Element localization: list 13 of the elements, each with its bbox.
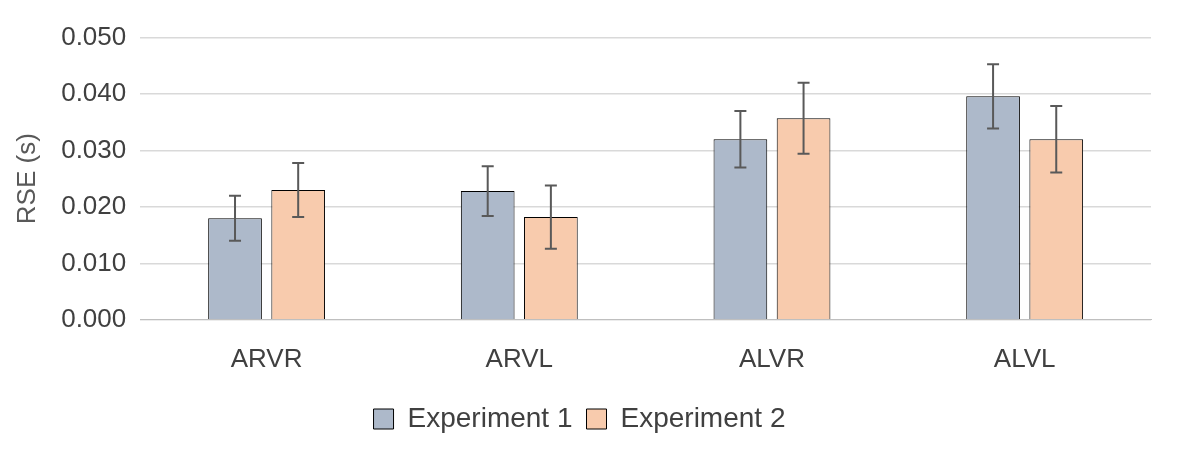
y-axis-title: RSE (s) [10,133,41,225]
y-tick-label: 0.040 [61,77,127,108]
y-tick-label: 0.050 [61,20,127,51]
legend-label: Experiment 2 [620,401,786,433]
x-tick-label: ALVR [738,342,805,373]
y-tick-label: 0.030 [61,133,127,164]
x-tick-label: ALVL [993,342,1056,373]
y-tick-label: 0.000 [61,302,127,333]
x-tick-label: ARVL [485,342,554,373]
y-tick-label: 0.010 [61,246,127,277]
y-tick-label: 0.020 [61,190,127,221]
x-tick-label: ARVR [230,342,303,373]
legend-label: Experiment 1 [407,401,573,433]
